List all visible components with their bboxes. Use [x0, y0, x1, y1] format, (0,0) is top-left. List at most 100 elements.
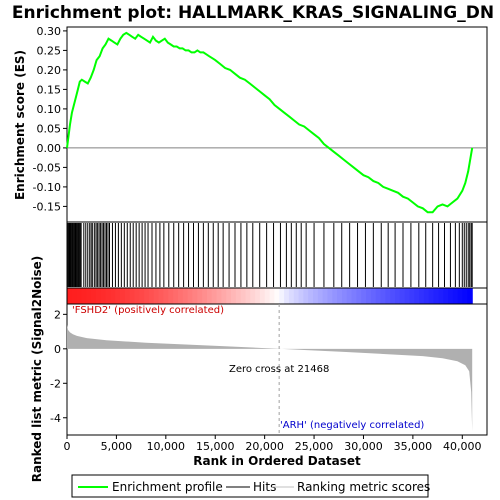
- colorbar-segment: [317, 288, 324, 304]
- colorbar-segment: [250, 288, 256, 304]
- metric-y-tick-label: -2: [50, 377, 61, 390]
- colorbar-segment: [134, 288, 140, 304]
- colorbar-segment: [448, 288, 454, 304]
- x-tick-label: 15,000: [196, 440, 235, 453]
- colorbar-segment: [202, 288, 208, 304]
- colorbar-segment: [182, 288, 189, 304]
- colorbar-segment: [124, 288, 131, 304]
- colorbar-segment: [105, 288, 112, 304]
- hits-panel-frame: [66, 221, 488, 289]
- colorbar-segment: [308, 288, 314, 304]
- colorbar-segment: [163, 288, 169, 304]
- colorbar-segment: [226, 288, 232, 304]
- colorbar-segment: [375, 288, 382, 304]
- es-y-tick-label: -0.05: [33, 161, 61, 174]
- es-y-tick-label: 0.20: [37, 64, 62, 77]
- es-y-tick-label: -0.10: [33, 181, 61, 194]
- ranking-metric-area: [67, 324, 473, 432]
- colorbar-segment: [452, 288, 459, 304]
- colorbar-segment: [332, 288, 338, 304]
- colorbar-segment: [245, 288, 251, 304]
- metric-y-tick-label: -4: [50, 412, 61, 425]
- colorbar-segment: [385, 288, 391, 304]
- x-tick-label: 5,000: [101, 440, 133, 453]
- colorbar-segment: [288, 288, 295, 304]
- colorbar-segment: [404, 288, 411, 304]
- colorbar-segment: [395, 288, 401, 304]
- colorbar-segment: [67, 288, 73, 304]
- colorbar-segment: [414, 288, 420, 304]
- metric-panel-frame: [66, 303, 488, 436]
- es-panel-frame: [66, 26, 488, 223]
- colorbar-segment: [327, 288, 333, 304]
- colorbar-segment: [216, 288, 222, 304]
- x-axis-label: Rank in Ordered Dataset: [193, 454, 361, 468]
- colorbar-segment: [337, 288, 343, 304]
- x-tick-label: 25,000: [295, 440, 334, 453]
- colorbar-segment: [313, 288, 319, 304]
- hits-marks: [66, 223, 473, 287]
- colorbar-segment: [390, 288, 396, 304]
- colorbar-segment: [235, 288, 242, 304]
- colorbar-segment: [139, 288, 145, 304]
- zero-cross-label: Zero cross at 21468: [229, 364, 329, 375]
- legend-item-enrichment: Enrichment profile: [112, 480, 223, 494]
- colorbar-segment: [443, 288, 449, 304]
- colorbar-segment: [284, 288, 290, 304]
- colorbar-segment: [110, 288, 116, 304]
- legend: Enrichment profile Hits Ranking metric s…: [71, 474, 430, 498]
- colorbar-segment: [438, 288, 444, 304]
- colorbar-segment: [95, 288, 102, 304]
- colorbar-segment: [380, 288, 386, 304]
- x-tick-label: 0: [64, 440, 71, 453]
- colorbar-segment: [351, 288, 358, 304]
- legend-item-hits: Hits: [253, 480, 276, 494]
- colorbar-segment: [231, 288, 237, 304]
- es-y-tick-label: 0.25: [37, 44, 62, 57]
- enrichment-profile-line: [66, 31, 474, 214]
- colorbar-segment: [298, 288, 304, 304]
- negative-correlation-label: 'ARH' (negatively correlated): [280, 420, 424, 431]
- colorbar-segment: [356, 288, 362, 304]
- es-y-axis: 0.30 0.25 0.20 0.15 0.10 0.05 0.00 -0.05 -0.10 -0…: [33, 25, 67, 213]
- colorbar-segment: [269, 288, 276, 304]
- colorbar-segment: [370, 288, 377, 304]
- colorbar-segment: [144, 288, 150, 304]
- colorbar-segment: [366, 288, 372, 304]
- colorbar-segment: [71, 288, 78, 304]
- colorbar-segment: [153, 288, 160, 304]
- chart-title: Enrichment plot: HALLMARK_KRAS_SIGNALING…: [12, 3, 494, 23]
- colorbar-segment: [259, 288, 266, 304]
- es-y-tick-label: 0.00: [37, 142, 62, 155]
- colorbar-segment: [399, 288, 406, 304]
- legend-frame: [71, 474, 429, 498]
- colorbar-segment: [120, 288, 126, 304]
- ranking-colorbar: [67, 288, 473, 304]
- metric-y-axis: 2 0 -2 -4: [50, 308, 67, 425]
- x-tick-label: 30,000: [344, 440, 383, 453]
- colorbar-segment: [428, 288, 435, 304]
- metric-y-axis-label: Ranked list metric (Signal2Noise): [30, 256, 44, 483]
- colorbar-segment: [100, 288, 107, 304]
- colorbar-segment: [264, 288, 271, 304]
- colorbar-segment: [409, 288, 415, 304]
- es-y-axis-label: Enrichment score (ES): [13, 50, 27, 200]
- colorbar-segment: [158, 288, 165, 304]
- colorbar-segment: [293, 288, 300, 304]
- x-axis: 0 5,000 10,000 15,000 20,000 25,000 30,000 35,0…: [64, 435, 482, 453]
- x-tick-label: 10,000: [147, 440, 186, 453]
- colorbar-segment: [423, 288, 430, 304]
- colorbar-segment: [361, 288, 367, 304]
- colorbar-segment: [303, 288, 309, 304]
- es-y-tick-label: -0.15: [33, 200, 61, 213]
- colorbar-segment: [81, 288, 87, 304]
- es-y-tick-label: 0.15: [37, 83, 62, 96]
- colorbar-segment: [76, 288, 83, 304]
- colorbar-segment: [197, 288, 203, 304]
- colorbar-segment: [221, 288, 227, 304]
- es-y-tick-label: 0.30: [37, 25, 62, 38]
- x-tick-label: 20,000: [245, 440, 284, 453]
- colorbar-segment: [467, 288, 473, 304]
- colorbar-segment: [240, 288, 247, 304]
